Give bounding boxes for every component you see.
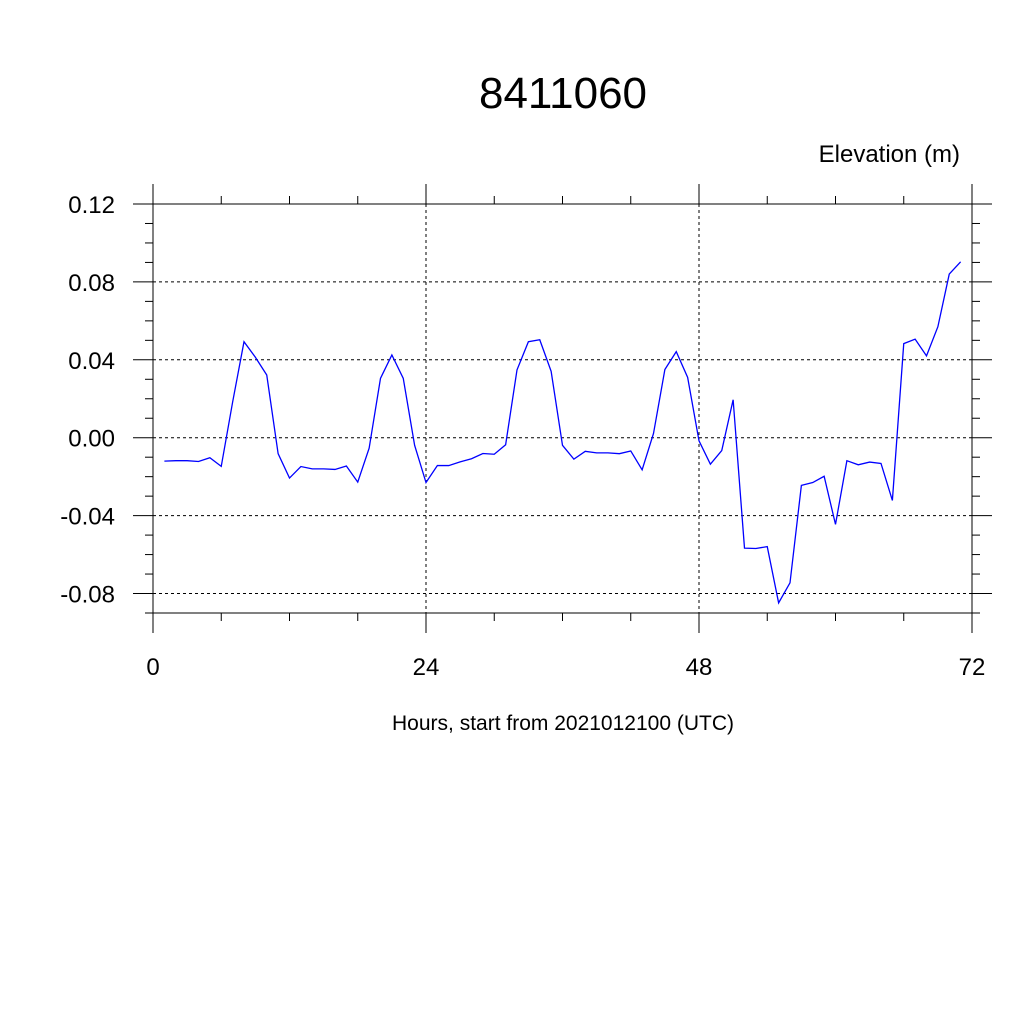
y-tick-label: -0.08 [60,582,115,609]
elevation-series-line [164,261,962,605]
major-ticks [133,184,992,633]
grid-lines [153,203,972,613]
x-tick-label: 48 [686,654,713,681]
series-group [164,261,962,605]
x-tick-label: 24 [413,654,440,681]
minor-ticks [145,196,980,621]
y-tick-label: 0.08 [68,270,115,297]
x-tick-label: 72 [959,654,986,681]
x-tick-label: 0 [146,654,159,681]
chart-title: 8411060 [479,69,647,118]
y-tick-label: 0.12 [68,192,115,219]
y-tick-label: 0.04 [68,348,115,375]
y-axis-label: Elevation (m) [819,141,960,168]
y-tick-label: -0.04 [60,504,115,531]
tick-labels: 0.12 0.08 0.04 0.00 -0.04 -0.08 0 24 48 72 [60,192,985,681]
plot-border [152,203,973,614]
x-axis-label: Hours, start from 2021012100 (UTC) [392,712,734,735]
plot-frame [152,203,973,614]
y-tick-label: 0.00 [68,426,115,453]
